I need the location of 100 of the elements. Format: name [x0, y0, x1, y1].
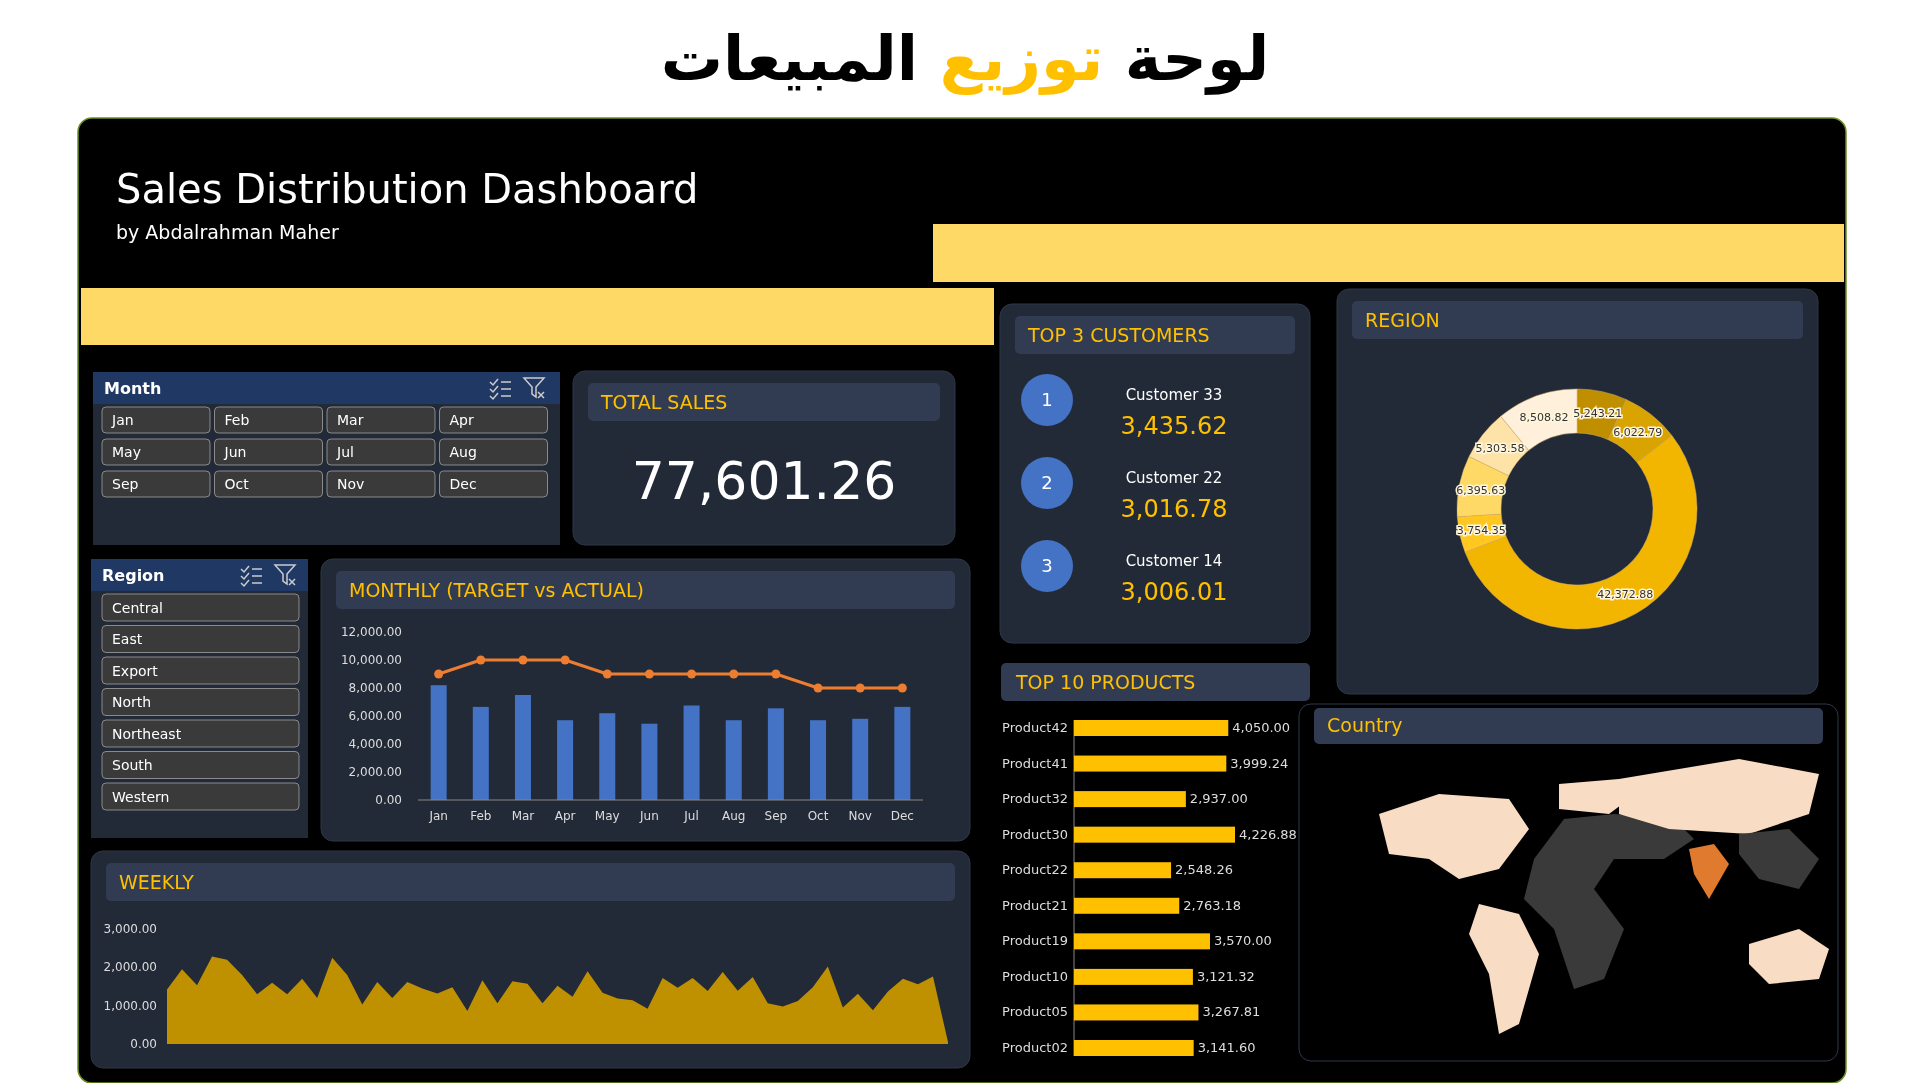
text: Sales Distribution Dashboard	[116, 166, 699, 212]
text: by Abdalrahman Maher	[116, 221, 339, 243]
y-tick-label: Product32	[1002, 791, 1068, 807]
x-tick-label: Mar	[511, 809, 535, 823]
text: Nov	[337, 476, 365, 492]
bar	[810, 720, 827, 800]
bar	[1074, 1004, 1199, 1021]
data-label: 5,303.58	[1475, 442, 1525, 456]
text: Sep	[112, 476, 139, 492]
bar	[767, 708, 784, 800]
chart-title: WEEKLY	[119, 871, 195, 893]
chart-title: TOP 10 PRODUCTS	[1015, 671, 1196, 693]
bar	[1074, 720, 1229, 736]
point	[476, 655, 486, 665]
data-label: 3,267.81	[1202, 1004, 1261, 1020]
x-tick-label: Sep	[764, 809, 788, 823]
text: Jan	[111, 412, 134, 428]
text: Dec	[449, 476, 477, 492]
y-tick-label: Product19	[1002, 933, 1068, 949]
data-label: 3,570.00	[1213, 933, 1272, 949]
point	[602, 669, 612, 679]
point	[897, 683, 907, 693]
bar	[514, 695, 531, 800]
point	[644, 669, 654, 679]
point	[687, 669, 697, 679]
y-tick-label: 8,000.00	[348, 681, 402, 695]
text: Feb	[224, 412, 250, 428]
chart-title: MONTHLY (TARGET vs ACTUAL)	[349, 579, 644, 601]
y-tick-label: Product05	[1002, 1004, 1068, 1020]
point	[855, 683, 865, 693]
text: 3,016.78	[1120, 495, 1228, 523]
text: Central	[112, 599, 163, 616]
text: TOTAL SALES	[600, 391, 728, 413]
x-tick-label: Dec	[890, 809, 914, 823]
y-tick-label: Product22	[1002, 862, 1068, 878]
bar	[557, 720, 574, 800]
text: Mar	[337, 412, 364, 428]
y-tick-label: 6,000.00	[348, 709, 402, 723]
data-label: 3,999.24	[1230, 755, 1289, 771]
bar	[1074, 791, 1186, 808]
text: May	[112, 444, 141, 460]
y-tick-label: 1,000.00	[103, 998, 157, 1013]
data-label: 4,050.00	[1232, 720, 1291, 735]
point	[560, 655, 570, 665]
text: Oct	[224, 476, 250, 492]
bar	[852, 718, 869, 800]
text: Customer 14	[1125, 552, 1223, 570]
bar	[472, 706, 489, 800]
text: 77,601.26	[631, 451, 897, 511]
bar	[1074, 933, 1210, 950]
text: 3,006.01	[1120, 578, 1228, 606]
data-label: 4,226.88	[1239, 826, 1297, 842]
y-tick-label: Product42	[1002, 720, 1068, 735]
text: Aug	[449, 444, 477, 460]
point	[771, 669, 781, 679]
chart-title: REGION	[1365, 309, 1440, 331]
text: Jul	[336, 444, 354, 460]
text: TOP 3 CUSTOMERS	[1027, 324, 1210, 346]
x-tick-label: May	[594, 809, 620, 823]
data-label: 2,763.18	[1183, 897, 1242, 913]
y-tick-label: 0.00	[130, 1037, 157, 1051]
x-tick-label: Feb	[470, 809, 492, 823]
x-tick-label: Jan	[428, 809, 448, 823]
text: Customer 22	[1125, 469, 1223, 487]
text: East	[112, 631, 143, 647]
text: 2	[1041, 472, 1053, 493]
x-tick-label: Apr	[554, 809, 576, 823]
point	[729, 669, 739, 679]
data-label: 8,508.82	[1519, 410, 1569, 424]
x-tick-label: Nov	[848, 809, 872, 823]
x-tick-label: Jun	[639, 809, 659, 823]
bar	[894, 706, 911, 800]
text: South	[112, 757, 153, 773]
point	[434, 669, 444, 679]
text: Customer 33	[1125, 386, 1223, 404]
data-label: 3,141.60	[1197, 1040, 1256, 1055]
data-label: 42,372.88	[1597, 588, 1654, 602]
text: North	[112, 694, 152, 710]
x-tick-label: Jul	[683, 809, 699, 823]
y-tick-label: Product02	[1002, 1040, 1068, 1055]
y-tick-label: 2,000.00	[103, 960, 157, 975]
y-tick-label: 3,000.00	[103, 922, 157, 936]
data-label: 6,022.79	[1613, 426, 1663, 440]
text: Region	[102, 566, 165, 585]
text: لوحة توزيع المبيعات	[660, 22, 1270, 95]
point	[518, 655, 528, 665]
y-tick-label: 4,000.00	[348, 737, 402, 751]
bar	[1074, 862, 1172, 879]
bar	[683, 705, 700, 800]
bar	[430, 685, 447, 800]
bar	[1074, 968, 1193, 985]
bar	[1074, 826, 1235, 843]
data-label: 3,121.32	[1196, 968, 1255, 984]
y-tick-label: Product21	[1002, 897, 1068, 913]
y-tick-label: Product10	[1002, 968, 1068, 984]
y-tick-label: Product30	[1002, 826, 1068, 842]
text: Jun	[223, 444, 247, 460]
y-tick-label: 12,000.00	[340, 625, 402, 639]
text: 3,435.62	[1120, 412, 1228, 440]
bar	[599, 713, 616, 800]
